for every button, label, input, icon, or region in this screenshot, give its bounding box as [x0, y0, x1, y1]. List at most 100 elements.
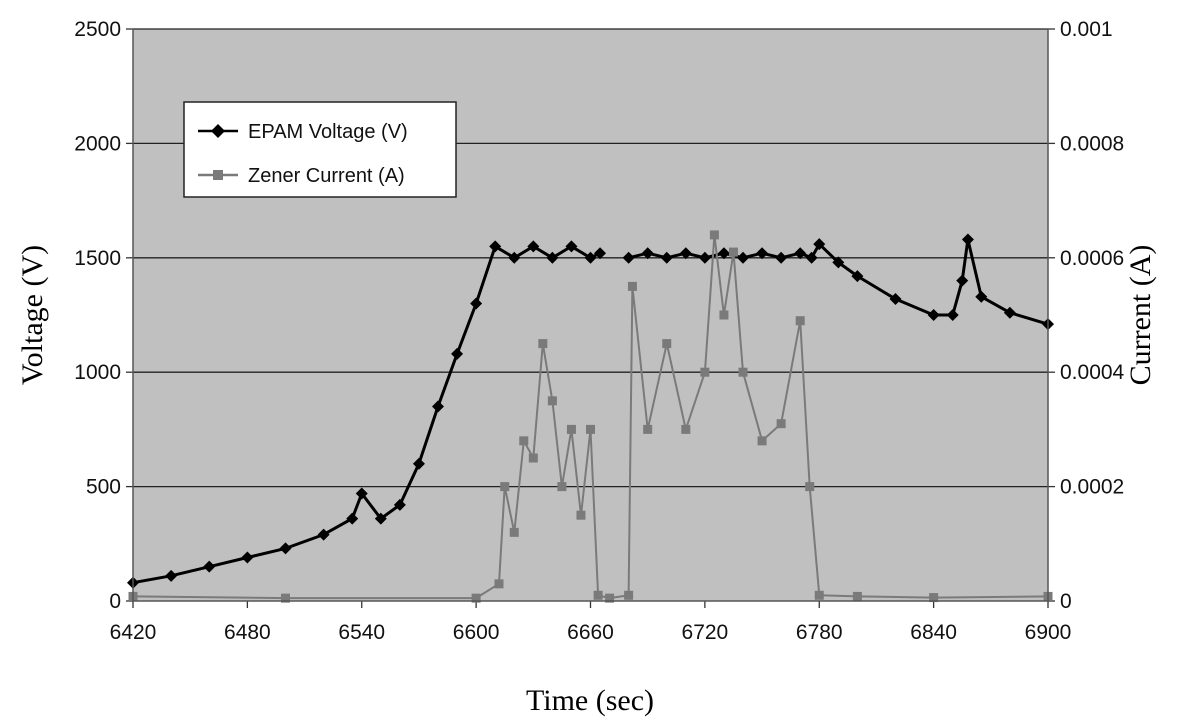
- point-current: [814, 590, 824, 600]
- point-current: [593, 590, 603, 600]
- point-voltage: [527, 240, 540, 253]
- point-voltage: [851, 270, 864, 283]
- point-current: [538, 339, 548, 349]
- point-voltage: [679, 247, 692, 260]
- point-voltage: [508, 251, 521, 264]
- point-voltage: [346, 512, 359, 525]
- point-current: [776, 419, 786, 429]
- point-current: [643, 424, 653, 434]
- point-current: [509, 527, 519, 537]
- point-voltage: [622, 251, 635, 264]
- point-current: [528, 453, 538, 463]
- y-axis-title: Voltage (V): [16, 245, 49, 385]
- x-axis-title: Time (sec): [526, 684, 654, 717]
- point-current: [557, 482, 567, 492]
- point-voltage: [317, 528, 330, 541]
- point-voltage: [594, 247, 607, 260]
- x-tick-label: 6600: [453, 621, 500, 644]
- point-current: [586, 424, 595, 434]
- y-axis-ticks: 0 500 1000 1500 2000 2500: [74, 18, 133, 613]
- series-zener-current: [128, 230, 1053, 603]
- point-voltage: [470, 297, 483, 310]
- y-tick-label: 1500: [74, 247, 121, 270]
- point-voltage: [775, 251, 788, 264]
- x-tick-label: 6480: [224, 621, 271, 644]
- y2-tick-label: 0.0004: [1060, 361, 1125, 384]
- y-tick-label: 2000: [74, 132, 121, 155]
- point-voltage: [432, 400, 444, 413]
- point-voltage: [946, 309, 959, 321]
- point-voltage: [393, 498, 406, 511]
- y-tick-label: 1000: [74, 361, 121, 384]
- x-tick-label: 6420: [110, 621, 157, 644]
- point-voltage: [374, 512, 387, 525]
- x-tick-label: 6900: [1025, 621, 1072, 644]
- point-current: [519, 436, 529, 446]
- point-voltage: [698, 251, 711, 264]
- point-current: [728, 247, 738, 257]
- x-tick-label: 6540: [338, 621, 385, 644]
- point-current: [605, 593, 615, 603]
- point-current: [757, 436, 767, 446]
- point-current: [681, 424, 691, 434]
- series-epam-voltage: [127, 233, 1054, 589]
- point-voltage: [412, 457, 425, 470]
- y2-axis-ticks: 0 0.0002 0.0004 0.0006 0.0008 0.001: [1048, 18, 1125, 613]
- x-tick-label: 6660: [567, 621, 614, 644]
- y2-tick-label: 0.0002: [1060, 476, 1124, 499]
- point-voltage: [165, 569, 178, 582]
- legend-box: [183, 101, 457, 198]
- point-current: [576, 510, 586, 520]
- point-current: [795, 316, 805, 326]
- point-current: [627, 281, 637, 291]
- x-tick-label: 6840: [910, 621, 957, 644]
- point-voltage: [641, 247, 654, 260]
- x-tick-label: 6720: [682, 621, 729, 644]
- x-axis-ticks: 6420 6480 6540 6600 6660 6720 6780 6840 6900: [110, 601, 1072, 644]
- point-current: [500, 482, 510, 492]
- point-current: [566, 424, 576, 434]
- y2-axis-title: Current (A): [1124, 245, 1157, 386]
- y2-tick-label: 0.0006: [1060, 247, 1124, 270]
- point-voltage: [794, 247, 807, 260]
- y-tick-label: 0: [109, 590, 121, 613]
- point-voltage: [565, 240, 578, 253]
- point-voltage: [546, 251, 559, 264]
- legend-label-voltage: EPAM Voltage (V): [248, 121, 408, 143]
- point-voltage: [813, 238, 826, 251]
- point-voltage: [660, 251, 673, 264]
- point-voltage: [717, 247, 730, 260]
- point-voltage: [961, 233, 974, 246]
- point-voltage: [805, 251, 818, 264]
- y2-tick-label: 0: [1060, 590, 1072, 613]
- legend: EPAM Voltage (V) Zener Current (A): [183, 101, 457, 198]
- point-current: [547, 396, 557, 406]
- point-voltage: [889, 292, 902, 305]
- point-current: [281, 593, 290, 603]
- point-voltage: [355, 487, 368, 500]
- point-current: [929, 593, 939, 603]
- point-voltage: [203, 560, 216, 573]
- point-voltage: [1003, 306, 1016, 319]
- series-line-voltage: [628, 238, 1049, 326]
- point-current: [719, 310, 729, 320]
- point-current: [709, 230, 719, 240]
- point-voltage: [279, 542, 292, 555]
- point-current: [494, 579, 504, 589]
- legend-marker-current: [213, 170, 223, 180]
- series-line-current: [132, 233, 1049, 600]
- x-tick-label: 6780: [796, 621, 843, 644]
- y-tick-label: 500: [86, 476, 121, 499]
- point-current: [738, 367, 748, 377]
- point-current: [852, 591, 862, 601]
- y-tick-label: 2500: [74, 18, 121, 41]
- point-voltage: [756, 247, 769, 260]
- legend-marker-voltage: [211, 124, 225, 138]
- point-voltage: [737, 251, 749, 264]
- y2-tick-label: 0.001: [1060, 18, 1113, 41]
- point-current: [624, 590, 634, 600]
- point-voltage: [832, 256, 845, 269]
- y2-tick-label: 0.0008: [1060, 132, 1124, 155]
- point-current: [662, 339, 672, 349]
